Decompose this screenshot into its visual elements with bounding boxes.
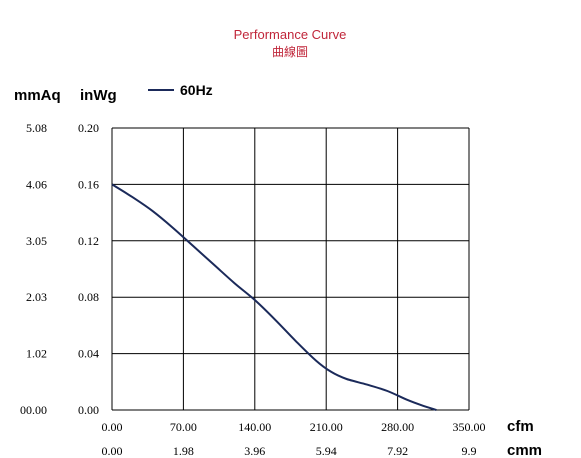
x-tick-label-cfm: 140.00 (238, 420, 271, 434)
series-line-60hz (111, 183, 437, 411)
x-unit-cmm: cmm (507, 442, 542, 458)
y-tick-label-mmaq: 5.08 (26, 121, 47, 135)
y-tick-label-inwg: 0.04 (78, 347, 99, 361)
x-tick-label-cfm: 210.00 (310, 420, 343, 434)
x-unit-cfm: cfm (507, 418, 534, 435)
x-tick-label-cmm: 9.9 (462, 444, 477, 458)
y-tick-label-inwg: 0.16 (78, 177, 99, 191)
y-tick-label-inwg: 0.20 (78, 121, 99, 135)
x-tick-label-cmm: 1.98 (173, 444, 194, 458)
y-tick-label-inwg: 0.12 (78, 234, 99, 248)
series (111, 183, 437, 411)
y-tick-label-mmaq: 4.06 (26, 177, 47, 191)
y-unit-mmaq: mmAq (14, 87, 61, 104)
x-tick-label-cfm: 0.00 (102, 420, 123, 434)
legend-label: 60Hz (180, 82, 213, 98)
x-tick-label-cmm: 0.00 (102, 444, 123, 458)
y-tick-label-mmaq: 00.00 (20, 403, 47, 417)
chart-title: Performance Curve (234, 27, 347, 42)
x-tick-label-cmm: 5.94 (316, 444, 337, 458)
x-tick-label-cfm: 350.00 (453, 420, 486, 434)
y-tick-label-mmaq: 3.05 (26, 234, 47, 248)
y-unit-inwg: inWg (80, 87, 117, 104)
x-tick-label-cmm: 3.96 (244, 444, 265, 458)
x-tick-label-cmm: 7.92 (387, 444, 408, 458)
y-tick-label-inwg: 0.08 (78, 290, 99, 304)
chart-subtitle: 曲線圖 (272, 44, 308, 59)
x-tick-label-cfm: 70.00 (170, 420, 197, 434)
axis-tick-labels: 0.000.0070.001.98140.003.96210.005.94280… (20, 121, 486, 458)
y-tick-label-mmaq: 1.02 (26, 347, 47, 361)
y-tick-label-mmaq: 2.03 (26, 290, 47, 304)
y-tick-label-inwg: 0.00 (78, 403, 99, 417)
x-tick-label-cfm: 280.00 (381, 420, 414, 434)
grid (111, 127, 470, 411)
